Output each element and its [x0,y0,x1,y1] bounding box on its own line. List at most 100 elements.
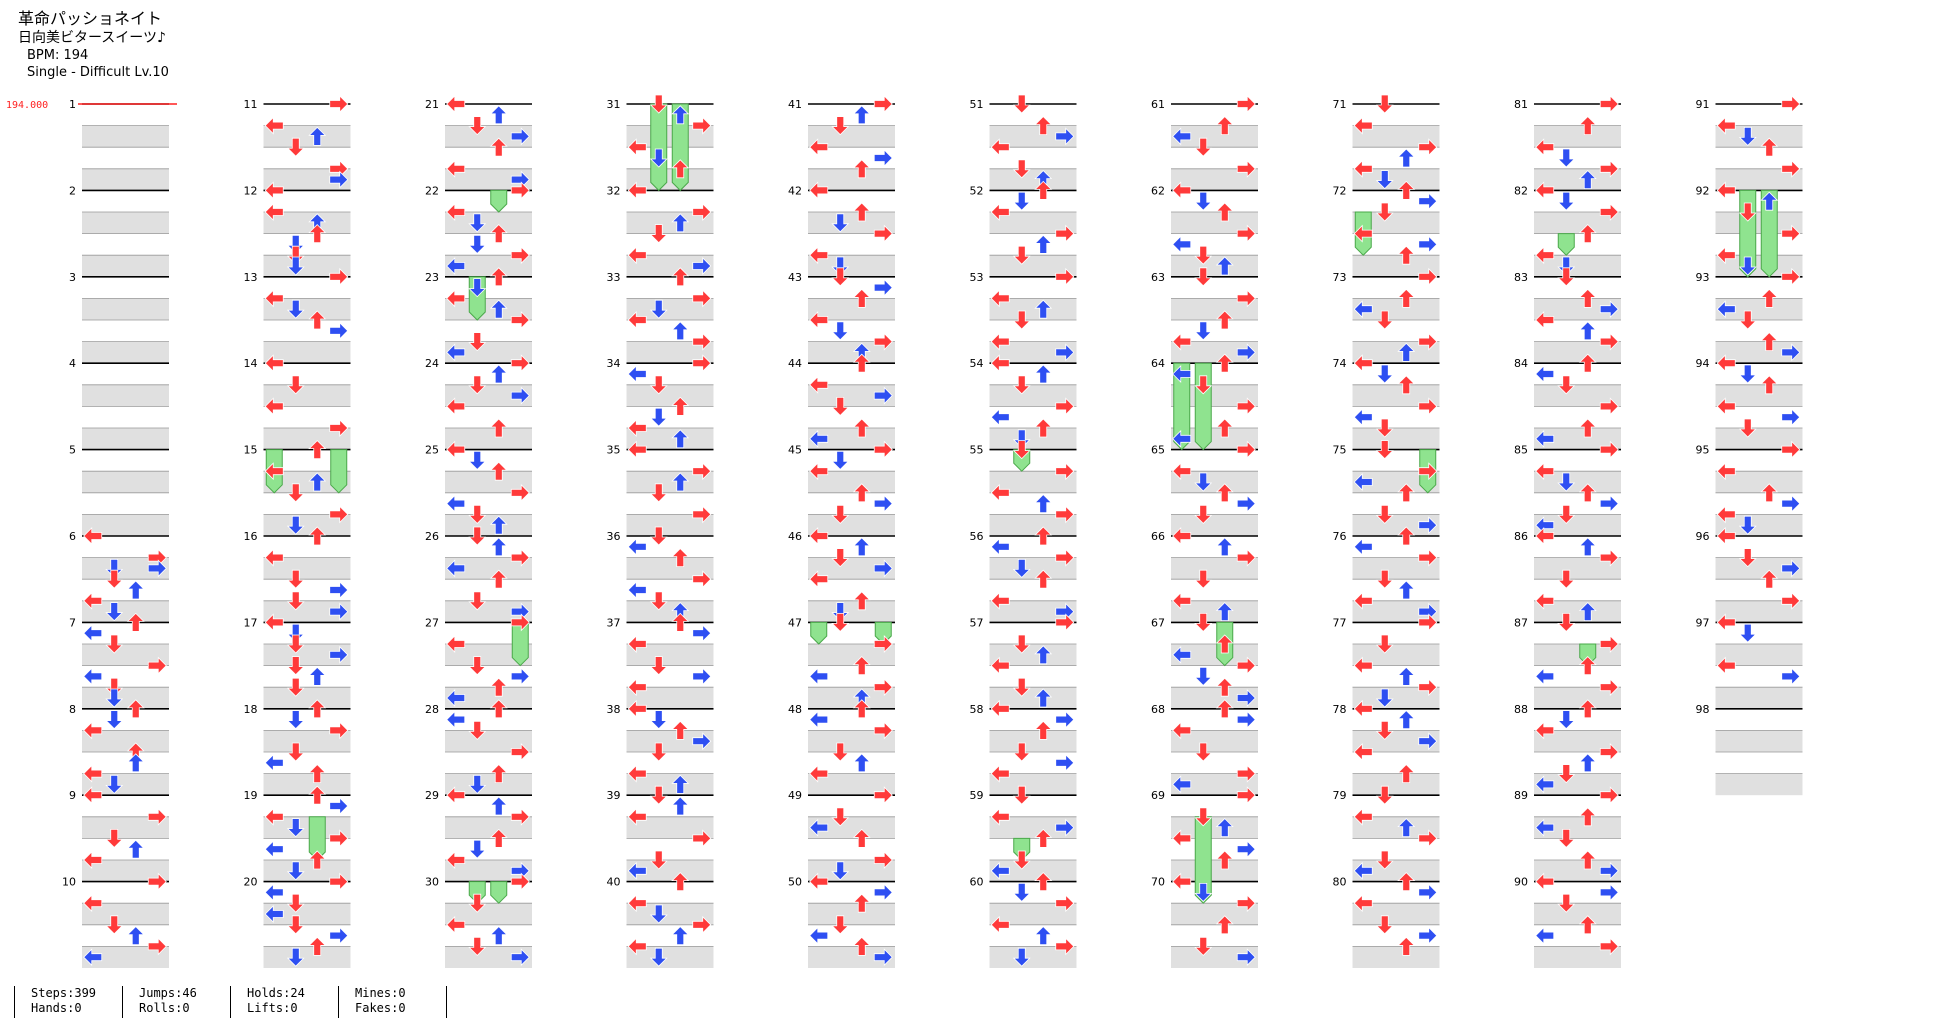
beat-band [445,816,532,839]
arrow-icon [649,656,668,676]
arrow-icon [1055,613,1075,632]
arrow-icon [1034,720,1053,740]
arrow-icon [1194,807,1213,827]
arrow-icon [329,602,349,621]
beat-band [1171,903,1258,925]
beat-band [808,428,895,450]
arrow-icon [649,710,668,730]
arrow-icon [1215,310,1234,330]
arrow-icon [286,861,305,881]
arrow-icon [489,677,508,697]
beat-band [445,298,532,320]
beat-band [1171,471,1258,493]
arrow-icon [627,365,647,383]
arrow-icon [692,624,712,643]
arrow-icon [627,635,647,653]
arrow-icon [1738,548,1757,568]
beat-band [1534,946,1621,968]
arrow-icon [671,720,690,740]
arrow-icon [852,202,871,222]
arrow-icon [1397,710,1416,729]
arrow-icon [1012,429,1031,449]
arrow-icon [990,408,1010,427]
measure-number: 8 [69,703,76,716]
beat-band [626,860,714,882]
arrow-icon [627,537,647,556]
arrow-icon [809,570,829,589]
measure-number: 15 [244,444,258,457]
arrow-icon [1716,181,1736,200]
beat-band [263,384,351,407]
arrow-icon [873,386,893,405]
arrow-icon [308,224,327,244]
arrow-icon [1716,656,1736,675]
arrow-icon [105,775,124,794]
beat-band [82,255,169,277]
arrow-icon [1194,375,1213,395]
arrow-icon [1716,300,1736,319]
arrow-icon [1578,753,1597,773]
arrow-icon [1557,569,1576,589]
arrow-icon [489,461,508,481]
beat-band [445,903,532,925]
beat-band [82,903,169,925]
arrow-icon [1418,397,1438,416]
arrow-icon [1599,743,1619,761]
measure-number: 79 [1333,789,1347,802]
beat-band [989,946,1077,968]
beat-band [263,168,351,191]
arrow-icon [468,234,487,254]
arrow-icon [446,710,466,729]
arrow-icon [1012,634,1031,654]
arrow-icon [873,149,893,167]
arrow-icon [468,505,487,524]
arrow-icon [831,396,850,416]
measure-number: 62 [1151,184,1165,197]
arrow-icon [809,429,829,448]
arrow-icon [83,591,103,610]
arrow-icon [308,850,327,870]
arrow-icon [873,278,893,297]
arrow-icon [1194,505,1213,524]
beat-band [989,514,1077,536]
beat-band [1171,730,1258,752]
arrow-icon [329,170,349,189]
arrow-icon [852,105,871,125]
arrow-icon [1353,656,1373,675]
beat-band [445,557,532,580]
beat-band [1534,298,1621,320]
arrow-icon [1172,527,1192,545]
arrow-icon [468,893,487,913]
arrow-icon [1418,926,1438,945]
arrow-icon [1781,559,1801,578]
beat-band [1171,341,1258,364]
hold-body [1013,837,1031,861]
beat-band [263,600,351,623]
arrow-icon [873,851,893,869]
measure-number: 95 [1696,444,1710,457]
arrow-icon [489,515,508,535]
arrow-icon [1418,138,1438,157]
measure-number: 61 [1151,98,1165,111]
beat-band [263,773,351,796]
arrow-icon [264,203,284,221]
song-title: 革命パッショネイト [18,9,163,28]
measure-number: 78 [1333,703,1347,716]
beat-band [989,125,1077,148]
measure-number: 92 [1696,184,1710,197]
arrow-icon [1034,116,1053,135]
arrow-icon [1375,569,1394,589]
arrow-icon [990,861,1010,880]
arrow-icon [852,483,871,503]
arrow-icon [1194,742,1213,762]
arrow-icon [1012,947,1031,967]
beat-band [1715,600,1803,623]
arrow-icon [1055,397,1075,416]
arrow-icon [468,526,487,546]
arrow-icon [831,267,850,287]
arrow-icon [1760,137,1779,157]
arrow-icon [1535,818,1555,837]
arrow-icon [446,559,466,578]
arrow-icon [1012,440,1031,460]
beat-band [82,125,169,148]
